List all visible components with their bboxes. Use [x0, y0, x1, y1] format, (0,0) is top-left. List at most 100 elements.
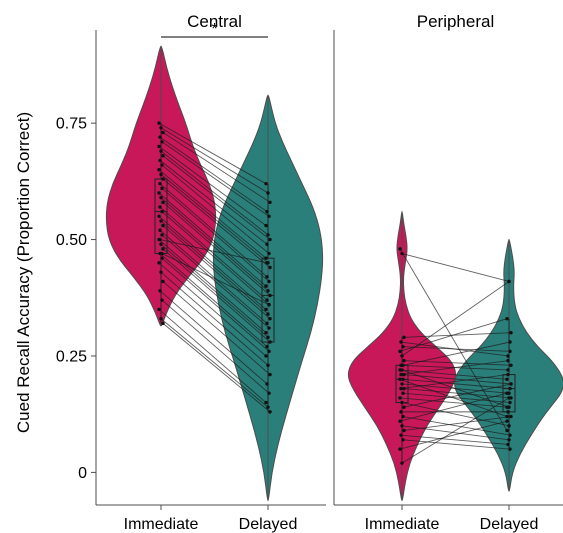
paired-line-central [158, 309, 267, 403]
paired-line-central [162, 323, 271, 413]
point-central-immediate [160, 256, 164, 260]
boxplot-central-delayed [261, 183, 275, 412]
point-central-delayed [267, 279, 271, 284]
point-central-immediate [158, 289, 162, 293]
point-central-delayed [265, 382, 269, 386]
x-tick-label-peripheral-immediate: Immediate [365, 516, 440, 533]
point-central-delayed [268, 317, 272, 321]
point-peripheral-delayed [505, 414, 509, 419]
x-tick-label-central-immediate: Immediate [124, 516, 199, 533]
point-central-immediate [158, 158, 162, 163]
point-central-immediate [157, 214, 161, 218]
point-peripheral-delayed [505, 391, 509, 395]
point-central-delayed [265, 261, 269, 265]
point-central-immediate [157, 144, 161, 149]
point-peripheral-delayed [508, 400, 512, 405]
point-peripheral-immediate [402, 428, 406, 433]
point-peripheral-immediate [399, 340, 403, 344]
point-peripheral-immediate [398, 349, 402, 354]
paired-line-peripheral [403, 388, 512, 399]
point-peripheral-immediate [401, 377, 405, 381]
paired-line-central [159, 136, 268, 212]
point-peripheral-delayed [507, 396, 511, 400]
point-central-delayed [264, 181, 268, 186]
point-peripheral-delayed [508, 349, 512, 354]
point-central-delayed [264, 330, 268, 335]
point-central-immediate [160, 251, 164, 256]
paired-line-central [158, 169, 267, 259]
point-peripheral-delayed [506, 358, 510, 363]
point-central-immediate [161, 177, 165, 181]
point-peripheral-delayed [507, 279, 511, 284]
point-peripheral-immediate [402, 358, 406, 363]
point-peripheral-immediate [398, 377, 402, 381]
point-peripheral-delayed [506, 368, 510, 372]
paired-line-central [158, 192, 267, 287]
significance-label: * [211, 21, 217, 38]
paired-line-peripheral [399, 397, 508, 408]
point-central-delayed [265, 242, 269, 246]
point-peripheral-delayed [506, 410, 510, 414]
paired-line-peripheral [402, 341, 511, 366]
paired-line-central [160, 220, 269, 315]
point-central-delayed [267, 303, 271, 307]
paired-line-central [161, 141, 270, 217]
point-peripheral-immediate [402, 372, 406, 377]
paired-line-peripheral [402, 378, 511, 390]
point-central-immediate [161, 154, 165, 158]
point-peripheral-immediate [399, 372, 403, 377]
paired-line-peripheral [400, 374, 509, 390]
points-layer [157, 121, 513, 465]
paired-line-central [161, 187, 270, 282]
paired-line-central [159, 160, 268, 245]
paired-line-central [162, 178, 271, 268]
point-peripheral-delayed [509, 382, 513, 386]
point-central-delayed [264, 307, 268, 312]
paired-line-peripheral [401, 253, 510, 282]
point-peripheral-immediate [402, 405, 406, 409]
y-tick-label: 0.50 [56, 232, 87, 249]
paired-line-peripheral [399, 392, 508, 422]
paired-line-peripheral [402, 439, 511, 450]
text-layer: Immediate Delayed Central* Immediate Delayed… [14, 12, 538, 533]
point-peripheral-delayed [506, 372, 510, 377]
point-peripheral-delayed [508, 447, 512, 451]
paired-line-central [159, 206, 268, 301]
point-central-delayed [264, 256, 268, 260]
point-peripheral-immediate [398, 419, 402, 423]
point-central-delayed [265, 298, 269, 302]
y-tick-label: 0 [78, 465, 87, 482]
point-central-delayed [268, 410, 272, 414]
paired-line-peripheral [402, 416, 511, 436]
paired-line-central [161, 299, 270, 394]
paired-lines-layer [158, 122, 512, 464]
violin-central-immediate [105, 45, 217, 327]
point-central-delayed [267, 391, 271, 395]
point-peripheral-immediate [399, 433, 403, 437]
point-central-immediate [157, 191, 161, 195]
point-central-delayed [267, 251, 271, 256]
point-central-immediate [158, 135, 162, 139]
paired-line-peripheral [400, 434, 509, 445]
point-peripheral-delayed [508, 386, 512, 391]
paired-line-central [159, 229, 268, 324]
paired-line-peripheral [403, 374, 512, 385]
point-central-immediate [159, 242, 163, 246]
paired-line-central [160, 197, 269, 292]
point-peripheral-delayed [509, 330, 513, 335]
paired-line-central [160, 174, 269, 264]
panel-title-peripheral: Peripheral [417, 12, 495, 31]
point-central-immediate [160, 140, 164, 144]
point-peripheral-immediate [400, 424, 404, 428]
point-central-immediate [157, 261, 161, 265]
paired-line-central [158, 215, 267, 310]
paired-line-central [161, 234, 270, 329]
point-peripheral-immediate [400, 354, 404, 358]
paired-line-peripheral [399, 369, 508, 380]
point-central-immediate [159, 126, 163, 130]
point-central-delayed [268, 237, 272, 242]
point-central-delayed [267, 349, 271, 354]
paired-line-peripheral [401, 281, 510, 357]
point-peripheral-delayed [508, 340, 512, 344]
paired-line-central [162, 132, 271, 203]
